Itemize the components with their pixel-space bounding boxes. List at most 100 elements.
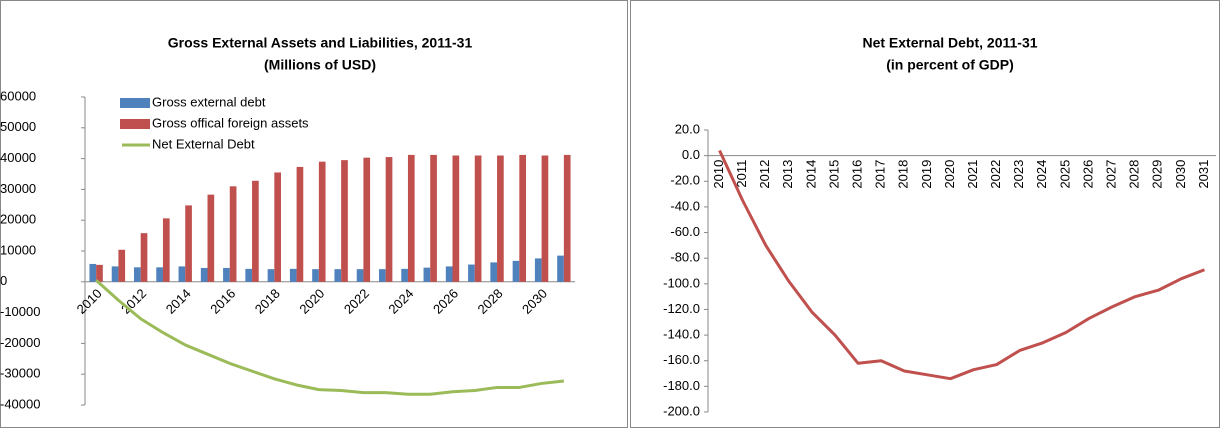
x-tick-label: 2012 (757, 160, 772, 189)
bar (312, 269, 319, 282)
bar (401, 268, 408, 282)
bar (363, 157, 371, 282)
x-tick-label: 2018 (252, 286, 283, 317)
bar (296, 166, 304, 282)
bar (541, 155, 549, 282)
bar (118, 249, 126, 282)
bar (452, 155, 460, 282)
y-tick-label: 0 (0, 273, 7, 288)
bar (423, 267, 431, 282)
y-tick-label: -10000 (0, 304, 40, 319)
bar (178, 266, 186, 282)
y-tick-label: 0.0 (682, 147, 700, 162)
bar (334, 269, 342, 282)
x-tick-label: 2022 (988, 160, 1003, 189)
x-tick-label: 2023 (1011, 160, 1026, 189)
bar (267, 269, 275, 282)
y-tick-label: -40.0 (670, 198, 700, 213)
x-tick-label: 2026 (430, 286, 461, 317)
y-tick-label: 50000 (0, 119, 36, 134)
bar (96, 264, 103, 282)
bar (229, 186, 237, 282)
x-tick-label: 2014 (803, 160, 818, 189)
legend-swatch (120, 98, 150, 108)
chart-title: Net External Debt, 2011-31 (862, 35, 1037, 51)
bar (407, 154, 415, 282)
bar (490, 262, 498, 282)
bar (497, 155, 504, 282)
bar (223, 267, 230, 282)
bar (519, 154, 526, 282)
bar (430, 154, 437, 282)
bar (162, 218, 170, 282)
x-tick-label: 2029 (1150, 160, 1165, 189)
legend-label: Gross offical foreign assets (152, 115, 309, 130)
x-tick-label: 2030 (519, 286, 550, 317)
bar (379, 269, 386, 282)
y-tick-label: -120.0 (663, 301, 700, 316)
y-tick-label: -20.0 (670, 173, 700, 188)
y-tick-label: -30000 (0, 366, 40, 381)
bar (385, 157, 393, 282)
x-tick-label: 2031 (1196, 160, 1211, 189)
y-tick-label: -60.0 (670, 224, 700, 239)
x-tick-label: 2022 (341, 286, 372, 317)
bar (200, 267, 208, 282)
x-tick-label: 2016 (850, 160, 865, 189)
bar (156, 267, 163, 282)
line (718, 149, 1205, 381)
x-tick-label: 2019 (919, 160, 934, 189)
y-tick-label: 20000 (0, 212, 36, 227)
bar (289, 268, 297, 282)
x-tick-label: 2020 (296, 286, 327, 317)
x-tick-label: 2020 (942, 160, 957, 189)
y-tick-label: -80.0 (670, 250, 700, 265)
bar (140, 233, 148, 282)
y-tick-label: -200.0 (663, 403, 700, 418)
y-tick-label: -40000 (0, 396, 40, 411)
bar (252, 180, 259, 282)
x-tick-label: 2014 (163, 286, 194, 317)
y-tick-label: 60000 (0, 88, 36, 103)
bar (468, 264, 475, 282)
bar (512, 260, 520, 282)
x-tick-label: 2010 (74, 286, 105, 317)
y-tick-label: 20.0 (675, 121, 700, 136)
y-tick-label: -140.0 (663, 327, 700, 342)
line (95, 279, 565, 396)
x-tick-label: 2016 (207, 286, 238, 317)
x-tick-label: 2015 (826, 160, 841, 189)
bar (207, 194, 215, 282)
legend-swatch (120, 119, 150, 129)
bar (563, 154, 571, 282)
x-tick-label: 2025 (1057, 160, 1072, 189)
bar (356, 269, 364, 282)
x-tick-label: 2013 (780, 160, 795, 189)
x-tick-label: 2027 (1104, 160, 1119, 189)
chart-title: Gross External Assets and Liabilities, 2… (168, 35, 473, 51)
y-tick-label: -180.0 (663, 378, 700, 393)
y-tick-label: 30000 (0, 181, 36, 196)
bar (318, 161, 326, 282)
x-tick-label: 2030 (1173, 160, 1188, 189)
bar (534, 258, 542, 282)
bar (557, 255, 564, 282)
x-tick-label: 2026 (1080, 160, 1095, 189)
bar (185, 205, 192, 282)
x-tick-label: 2010 (711, 160, 726, 189)
legend-label: Net External Debt (152, 136, 255, 151)
bar (89, 263, 97, 282)
x-tick-label: 2024 (1034, 160, 1049, 189)
y-tick-label: -20000 (0, 335, 40, 350)
x-tick-label: 2028 (1127, 160, 1142, 189)
chart-subtitle: (in percent of GDP) (886, 57, 1014, 73)
x-tick-label: 2018 (896, 160, 911, 189)
bar (245, 268, 253, 282)
legend-label: Gross external debt (152, 94, 266, 109)
y-tick-label: -100.0 (663, 275, 700, 290)
bar (134, 267, 141, 282)
y-tick-label: -160.0 (663, 352, 700, 367)
x-tick-label: 2021 (965, 160, 980, 189)
